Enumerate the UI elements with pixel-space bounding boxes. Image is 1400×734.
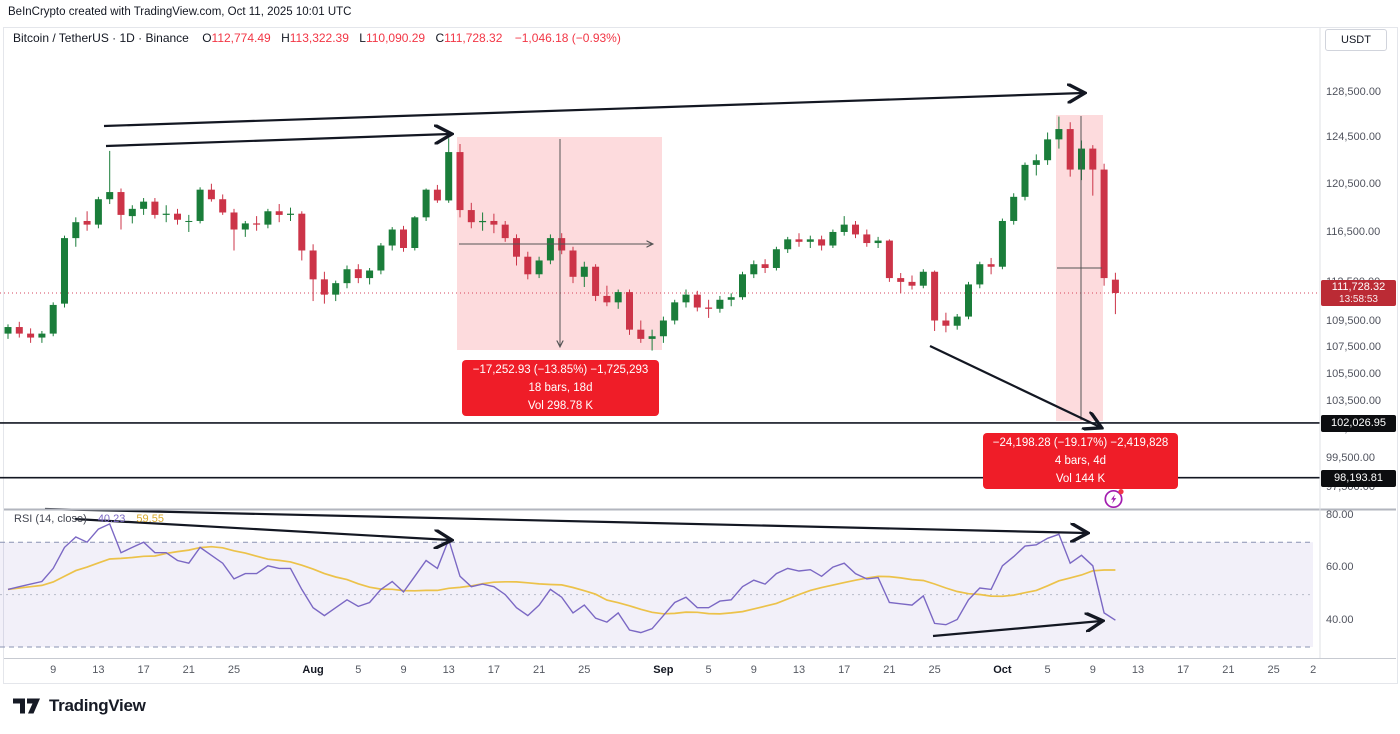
price-axis-label: 109,500.00: [1326, 314, 1382, 327]
price-axis-label: 103,500.00: [1326, 395, 1382, 408]
last-price-badge: 111,728.32 13:58:53: [1321, 280, 1396, 306]
price-axis-label: 124,500.00: [1326, 131, 1382, 144]
price-axis-label: 107,500.00: [1326, 341, 1382, 354]
bar-countdown: 13:58:53: [1339, 294, 1378, 305]
measure-box-august-drop[interactable]: −17,252.93 (−13.85%) −1,725,293 18 bars,…: [462, 360, 659, 416]
price-axis-label: 105,500.00: [1326, 368, 1382, 381]
time-axis-label: 25: [227, 664, 241, 676]
time-axis-label: 25: [578, 664, 591, 676]
price-axis-label: 99,500.00: [1326, 451, 1375, 464]
time-axis-label: 5: [355, 664, 362, 676]
time-axis-label: 25: [1267, 664, 1280, 676]
high-value: 113,322.39: [289, 31, 349, 45]
tradingview-glyph-icon: [13, 698, 40, 714]
brand-name: TradingView: [49, 696, 146, 715]
low-label: L: [359, 31, 366, 45]
time-axis-label: Sep: [653, 664, 674, 676]
measure-bars-line: 18 bars, 18d: [528, 382, 593, 394]
measure-box-october-crash[interactable]: −24,198.28 (−19.17%) −2,419,828 4 bars, …: [983, 433, 1178, 489]
time-axis-label: Aug: [302, 664, 324, 676]
measure-volume-line: Vol 298.78 K: [527, 400, 594, 412]
measure-change-line: −17,252.93 (−13.85%) −1,725,293: [472, 364, 649, 376]
rsi-axis-label: 80.00: [1326, 509, 1354, 521]
price-axis-label: 116,500.00: [1326, 226, 1381, 239]
tradingview-logo[interactable]: TradingView: [12, 696, 146, 716]
rsi-label: RSI (14, close): [14, 513, 87, 525]
high-label: H: [281, 31, 290, 45]
change-value: −1,046.18 (−0.93%): [514, 31, 621, 45]
price-axis-label: 128,500.00: [1326, 86, 1382, 98]
time-axis-label: 2: [1310, 664, 1317, 676]
time-axis-label: 17: [1177, 664, 1190, 676]
currency-toggle-button[interactable]: USDT: [1325, 29, 1387, 51]
time-axis-label: 9: [1089, 664, 1096, 676]
time-axis-label: 17: [137, 664, 150, 676]
chart-widget-frame: [3, 27, 1398, 684]
rsi-axis-label: 60.00: [1326, 561, 1354, 574]
flash-alert-icon[interactable]: [1102, 486, 1126, 510]
open-label: O: [202, 31, 212, 45]
watermark-caption: BeInCrypto created with TradingView.com,…: [8, 6, 352, 18]
level-price-badge: 102,026.95: [1321, 415, 1396, 432]
time-axis-label: 13: [442, 664, 455, 676]
rsi-indicator-legend[interactable]: RSI (14, close) 40.23 59.55: [14, 513, 164, 525]
close-label: C: [435, 31, 445, 45]
rsi-ma-value: 59.55: [136, 513, 164, 525]
time-axis-label: 21: [532, 664, 546, 676]
time-axis-label: 13: [792, 664, 806, 676]
time-axis-label: 21: [1222, 664, 1235, 676]
symbol-title: Bitcoin / TetherUS · 1D · Binance: [13, 31, 189, 45]
low-value: 110,090.29: [365, 31, 426, 45]
level-price-badge: 98,193.81: [1321, 470, 1396, 487]
last-price: 111,728.32: [1331, 281, 1386, 293]
time-axis-label: 13: [92, 664, 105, 676]
open-value: 112,774.49: [211, 31, 271, 45]
rsi-axis-label: 40.00: [1326, 613, 1354, 626]
close-value: 111,728.32: [444, 31, 503, 45]
time-axis-label: 9: [400, 664, 407, 676]
time-axis-label: 5: [1044, 664, 1051, 676]
measure-change-line: −24,198.28 (−19.17%) −2,419,828: [992, 437, 1169, 449]
time-axis-label: 21: [182, 664, 195, 676]
price-axis-label: 120,500.00: [1326, 177, 1382, 190]
measure-bars-line: 4 bars, 4d: [1054, 455, 1107, 467]
time-axis-label: 5: [705, 664, 712, 676]
time-axis-label: 21: [883, 664, 896, 676]
symbol-legend[interactable]: Bitcoin / TetherUS · 1D · Binance O112,7…: [13, 31, 621, 45]
time-axis-label: 17: [487, 664, 501, 676]
time-axis-label: 9: [50, 664, 57, 676]
time-axis-label: 17: [838, 664, 851, 676]
time-axis-label: 13: [1131, 664, 1145, 676]
time-axis-label: Oct: [993, 664, 1012, 676]
rsi-value: 40.23: [97, 513, 126, 525]
time-axis-label: 25: [928, 664, 941, 676]
measure-volume-line: Vol 144 K: [1055, 473, 1106, 485]
time-axis-label: 9: [750, 664, 757, 676]
